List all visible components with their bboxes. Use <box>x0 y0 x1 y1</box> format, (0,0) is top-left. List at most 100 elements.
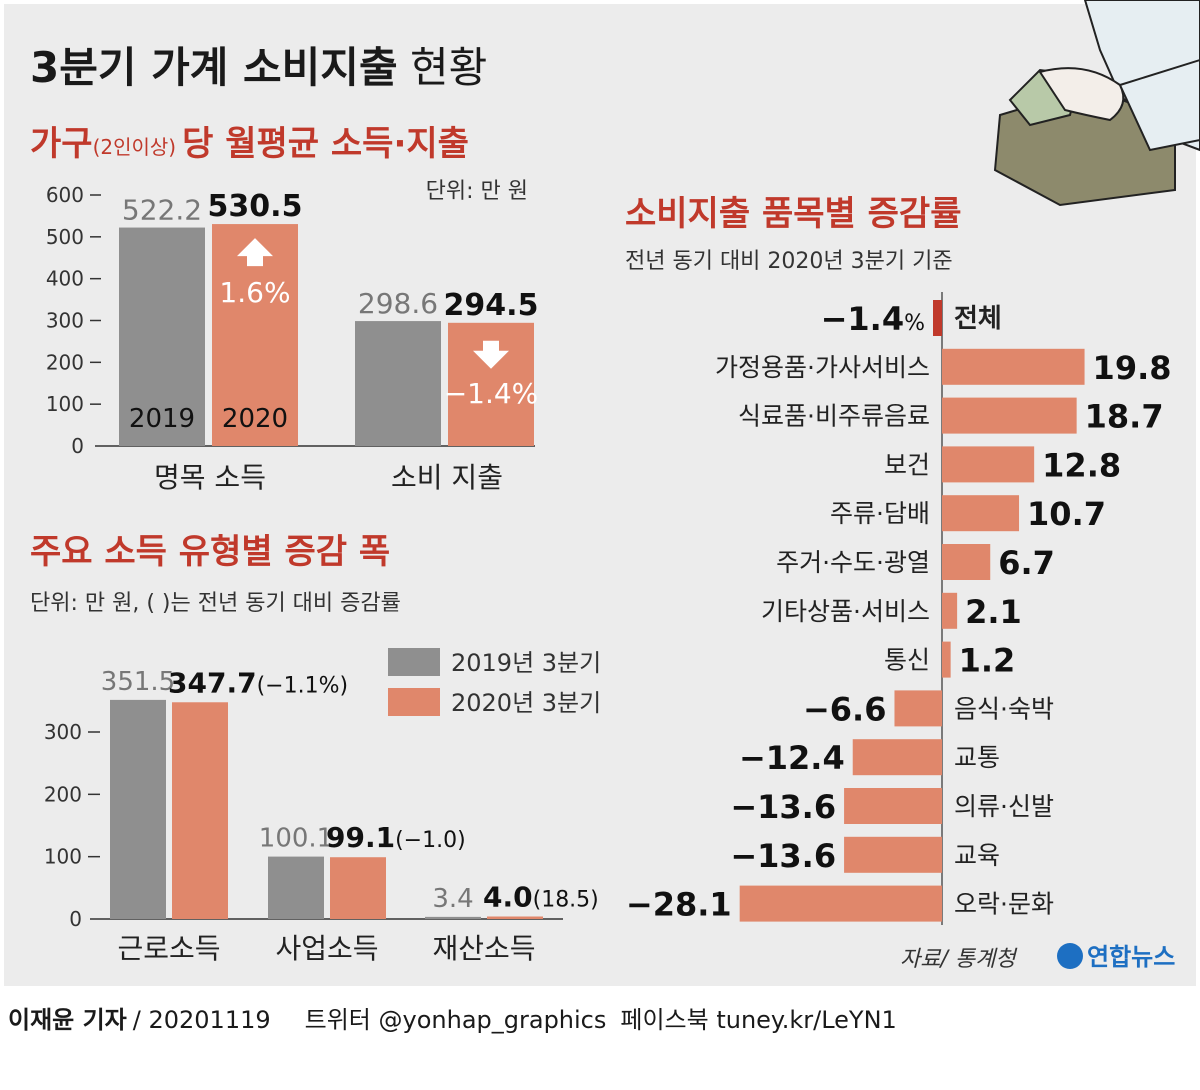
chart3-category-label: 교통 <box>954 743 1000 772</box>
chart3-value-label: 2.1 <box>965 593 1022 631</box>
chart3-value-label: 6.7 <box>998 544 1055 582</box>
chart3-category-label: 전체 <box>954 304 1002 334</box>
chart2-bar-2020 <box>487 916 543 919</box>
chart3-category-label: 기타상품·서비스 <box>761 597 930 626</box>
chart1-y-axis: 0 100 200 300 400 500 600 <box>46 183 101 458</box>
chart2-value-2020: 99.1(−1.0) <box>326 821 466 854</box>
chart1-category-label: 명목 소득 <box>154 461 266 494</box>
chart3-bar <box>844 788 942 824</box>
chart3-bar <box>933 300 942 336</box>
chart2-unit: 단위: 만 원, ( )는 전년 동기 대비 증감률 <box>30 591 401 616</box>
chart3-bar <box>942 641 951 678</box>
chart2-y-axis: 0 100 200 300 <box>44 720 100 931</box>
chart2-category-label: 근로소득 <box>117 932 220 965</box>
arrow-down-icon <box>473 340 509 369</box>
chart1-unit: 단위: 만 원 <box>426 179 528 204</box>
chart2-bar-2020 <box>172 702 228 919</box>
chart1-bars: 522.2 530.5 1.6% 2019 2020 명목 소득 298.6 294.5 −1.… <box>119 189 538 494</box>
chart3-value-label: 10.7 <box>1027 495 1106 533</box>
chart3-bar <box>844 836 942 873</box>
chart3-bar <box>739 885 942 922</box>
chart3-bar <box>942 495 1020 532</box>
chart3-value-label: −13.6 <box>730 788 836 826</box>
page-subtitle: 현황 <box>410 43 487 92</box>
chart3-value-label: −12.4 <box>739 739 845 777</box>
chart3-category-label: 통신 <box>884 646 930 675</box>
source-note: 자료/ 통계청 <box>900 947 1018 972</box>
chart1-ytick-label: 600 <box>46 183 84 207</box>
chart3-bar <box>942 592 958 629</box>
chart2-title: 주요 소득 유형별 증감 폭 <box>30 532 390 572</box>
chart2-ytick-label: 200 <box>44 782 82 806</box>
chart1-ytick-label: 100 <box>46 392 84 416</box>
chart1-category-label: 소비 지출 <box>391 461 503 494</box>
chart1-ytick-label: 0 <box>71 434 84 458</box>
chart3-bar <box>942 397 1077 434</box>
chart2-value-2020: 347.7(−1.1%) <box>168 666 348 699</box>
chart1-value-2019: 298.6 <box>358 287 438 320</box>
legend-swatch-2020 <box>388 688 440 716</box>
chart3-category-label: 음식·숙박 <box>954 694 1054 723</box>
chart1-bar-2019 <box>119 227 205 446</box>
yonhap-logo: 연합뉴스 <box>1057 943 1175 971</box>
chart2-legend: 2019년 3분기 2020년 3분기 <box>388 648 601 717</box>
chart2-category-label: 재산소득 <box>432 932 535 965</box>
chart3-value-label: 18.7 <box>1085 398 1164 436</box>
chart1-change-label: −1.4% <box>444 377 539 410</box>
chart3-bars: 전체 −1.4% 가정용품·가사서비스 19.8 식료품·비주류음료 18.7 보건 12.8… <box>626 300 1172 924</box>
chart3-value-label: −28.1 <box>626 886 732 924</box>
chart1-value-2020: 294.5 <box>444 288 539 323</box>
chart1-ytick-label: 500 <box>46 225 84 249</box>
chart1-year-label-2019: 2019 <box>129 404 195 434</box>
chart3-category-label: 식료품·비주류음료 <box>738 402 930 431</box>
yonhap-logo-text: 연합뉴스 <box>1087 943 1175 971</box>
chart1-bar-2019 <box>355 321 441 446</box>
legend-swatch-2019 <box>388 648 440 676</box>
chart2-bar-2020 <box>330 857 386 919</box>
hand-icon <box>1038 67 1125 122</box>
chart1-year-label-2020: 2020 <box>222 404 288 434</box>
footer-credit: 이재윤 기자/ 20201119 트위터 @yonhap_graphics 페이스북… <box>8 1006 897 1034</box>
chart2-bar-2019 <box>268 856 324 919</box>
chart3-value-label: −6.6 <box>803 690 887 728</box>
wallet-illustration <box>993 0 1200 207</box>
chart1-value-2020: 530.5 <box>208 189 303 224</box>
chart2-ytick-label: 300 <box>44 720 82 744</box>
chart3-value-label: −1.4% <box>821 300 925 338</box>
chart3-category-label: 주거·수도·광열 <box>776 548 930 577</box>
arrow-up-icon <box>237 238 273 267</box>
chart2-category-label: 사업소득 <box>275 932 378 965</box>
yonhap-logo-icon <box>1057 943 1083 969</box>
chart3-category-label: 의류·신발 <box>954 792 1054 821</box>
chart3-category-label: 주류·담배 <box>830 499 930 528</box>
legend-label-2020: 2020년 3분기 <box>451 689 601 717</box>
chart1-change-label: 1.6% <box>219 276 290 309</box>
chart1-ytick-label: 400 <box>46 267 84 291</box>
chart3-value-label: 1.2 <box>959 642 1016 680</box>
chart3-bar <box>942 544 991 580</box>
chart3-value-label: 19.8 <box>1093 349 1172 387</box>
legend-label-2019: 2019년 3분기 <box>451 649 601 677</box>
chart3-value-label: 12.8 <box>1042 446 1121 484</box>
chart3-category-label: 교육 <box>954 841 1000 870</box>
chart2-value-2019: 3.4 <box>432 884 473 914</box>
chart3-category-label: 보건 <box>884 450 930 479</box>
chart3-value-label: −13.6 <box>730 837 836 875</box>
chart3-bar <box>852 739 942 776</box>
chart1-value-2019: 522.2 <box>122 194 202 227</box>
chart2-value-2019: 100.1 <box>259 824 333 854</box>
page-title: 3분기 가계 소비지출 <box>30 43 398 92</box>
chart1-ytick-label: 200 <box>46 350 84 374</box>
chart3-bar <box>894 690 942 727</box>
chart3-subtitle: 전년 동기 대비 2020년 3분기 기준 <box>625 249 953 274</box>
chart3-title: 소비지출 품목별 증감률 <box>625 194 961 234</box>
chart2-value-2019: 351.5 <box>101 667 175 697</box>
chart2-ytick-label: 0 <box>69 907 82 931</box>
chart2-value-2020: 4.0(18.5) <box>483 881 599 914</box>
chart1-title: 가구(2인이상) 당 월평균 소득·지출 <box>30 124 469 164</box>
chart2-ytick-label: 100 <box>44 845 82 869</box>
chart3-bar <box>942 348 1085 385</box>
chart3-category-label: 오락·문화 <box>954 890 1054 919</box>
